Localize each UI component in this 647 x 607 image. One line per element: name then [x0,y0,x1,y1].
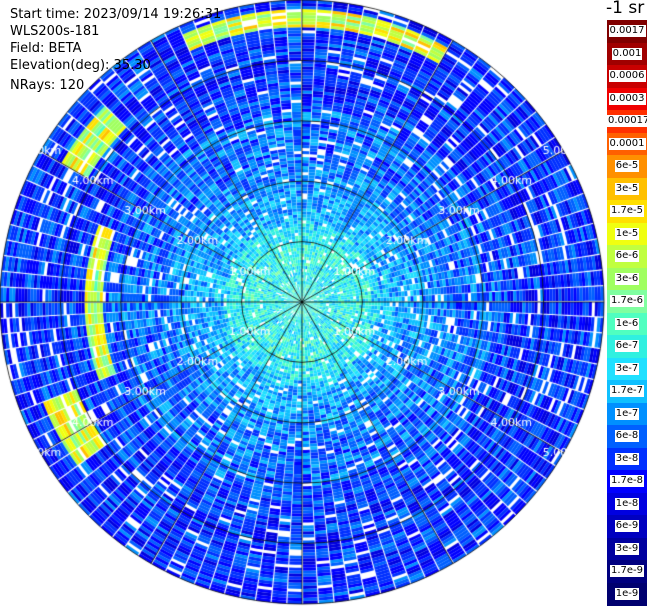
legend-swatch: 1e-8 [607,492,647,516]
legend-swatch: 6e-5 [607,155,647,178]
legend-label: 3e-9 [614,542,640,555]
legend-swatch: 1e-6 [607,312,647,336]
instrument-text: WLS200s-181 [10,24,100,39]
legend-label: 1.7e-5 [609,205,645,217]
legend-swatch: 6e-9 [607,515,647,538]
legend-label: 0.0001 [608,137,646,150]
legend-label: 3e-6 [614,272,640,285]
legend-swatch: 1e-9 [607,582,647,606]
legend-label: 6e-5 [614,160,640,172]
legend-label: 1e-8 [614,497,640,510]
legend-label: 0.0003 [608,92,646,105]
ppi-plot [0,0,607,607]
legend-label: 1.7e-8 [609,475,645,487]
legend-label: 1.7e-9 [609,565,645,577]
legend-swatch: 1.7e-9 [607,560,647,583]
legend-swatch: 1e-5 [607,222,647,246]
info-panel: Start time: 2023/09/14 19:26:31 WLS200s-… [10,6,221,94]
nrays-text: NRays: 120 [10,78,85,93]
legend-label: 3e-8 [614,452,640,465]
legend-label: 6e-8 [614,430,640,442]
legend-label: 0.00017 [607,115,647,127]
legend-swatch: 6e-6 [607,245,647,268]
legend-swatch: 3e-5 [607,177,647,201]
field-text: Field: BETA [10,41,82,56]
legend-swatch: 3e-6 [607,267,647,291]
legend-swatch: 1.7e-5 [607,200,647,223]
legend-swatch: 0.001 [607,42,647,66]
legend-swatch: 6e-7 [607,335,647,358]
legend-swatch: 3e-7 [607,357,647,381]
elevation-text: Elevation(deg): 35.30 [10,58,151,73]
legend-label: 6e-9 [614,520,640,532]
legend-swatch: 1.7e-8 [607,470,647,493]
legend-label: 3e-5 [614,182,640,195]
legend-label: 0.001 [611,47,643,60]
legend-label: 6e-7 [614,340,640,352]
legend-swatch: 1.7e-6 [607,290,647,313]
legend-swatch: 0.00017 [607,110,647,133]
legend-label: 3e-7 [614,362,640,375]
legend-label: 1e-9 [614,587,640,600]
legend-swatch: 3e-8 [607,447,647,471]
legend-title: -1 sr [606,0,645,18]
legend-swatch: 0.0003 [607,87,647,111]
legend-label: 1.7e-6 [609,295,645,307]
legend-label: 6e-6 [614,250,640,262]
legend-swatch: 1e-7 [607,402,647,426]
legend-swatch: 0.0006 [607,65,647,88]
legend-label: 0.0006 [608,70,646,82]
legend-swatch: 0.0001 [607,132,647,156]
legend-swatch: 1.7e-7 [607,380,647,403]
legend-swatch: 6e-8 [607,425,647,448]
start-time-text: Start time: 2023/09/14 19:26:31 [10,7,222,22]
legend-label: 1e-6 [614,317,640,330]
legend-label: 1e-5 [614,227,640,240]
legend-label: 1e-7 [614,407,640,420]
legend-swatch: 0.0017 [607,20,647,43]
legend-label: 0.0017 [608,25,646,37]
colorbar-legend: 0.0017 0.001 0.0006 0.0003 0.00017 0.0001 6e-5… [607,20,647,606]
legend-swatch: 3e-9 [607,537,647,561]
legend-label: 1.7e-7 [609,385,645,397]
